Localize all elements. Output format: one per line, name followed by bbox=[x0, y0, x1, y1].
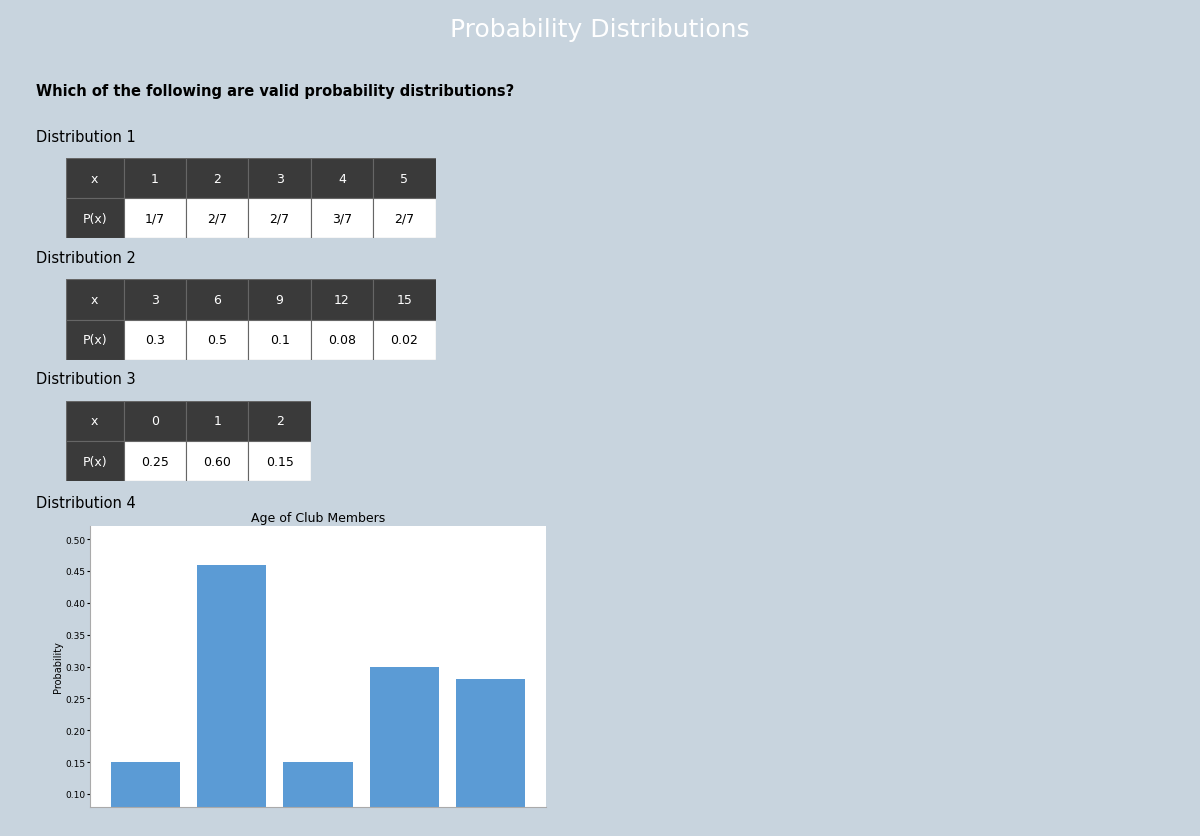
Text: 1: 1 bbox=[151, 172, 158, 186]
Bar bbox=[248, 199, 311, 239]
Bar bbox=[283, 762, 353, 836]
Bar bbox=[248, 401, 311, 441]
Bar bbox=[124, 401, 186, 441]
Text: 2: 2 bbox=[214, 172, 221, 186]
Bar bbox=[311, 159, 373, 199]
Bar bbox=[124, 441, 186, 482]
Bar bbox=[66, 441, 124, 482]
Text: x: x bbox=[91, 415, 98, 428]
Text: 3: 3 bbox=[151, 293, 158, 307]
Bar bbox=[66, 320, 124, 360]
Bar bbox=[66, 280, 124, 320]
Text: P(x): P(x) bbox=[83, 455, 107, 468]
Y-axis label: Probability: Probability bbox=[53, 641, 62, 692]
Text: 0.60: 0.60 bbox=[203, 455, 232, 468]
Bar bbox=[373, 199, 436, 239]
Bar bbox=[197, 565, 266, 836]
Text: 0.5: 0.5 bbox=[208, 334, 227, 347]
Text: 3/7: 3/7 bbox=[332, 212, 352, 226]
Bar bbox=[248, 320, 311, 360]
Bar bbox=[186, 441, 248, 482]
Text: Distribution 2: Distribution 2 bbox=[36, 251, 136, 266]
Text: 0.15: 0.15 bbox=[265, 455, 294, 468]
Bar bbox=[248, 280, 311, 320]
Bar bbox=[186, 159, 248, 199]
Text: 1: 1 bbox=[214, 415, 221, 428]
Bar bbox=[311, 199, 373, 239]
Text: 2/7: 2/7 bbox=[208, 212, 227, 226]
Text: Probability Distributions: Probability Distributions bbox=[450, 18, 750, 42]
Bar bbox=[373, 320, 436, 360]
Text: Distribution 1: Distribution 1 bbox=[36, 130, 136, 145]
Text: 0.1: 0.1 bbox=[270, 334, 289, 347]
Text: 9: 9 bbox=[276, 293, 283, 307]
Text: Distribution 4: Distribution 4 bbox=[36, 495, 136, 510]
Text: x: x bbox=[91, 293, 98, 307]
Bar bbox=[311, 320, 373, 360]
Text: 0.3: 0.3 bbox=[145, 334, 164, 347]
Text: 6: 6 bbox=[214, 293, 221, 307]
Text: 1/7: 1/7 bbox=[145, 212, 164, 226]
Text: 2/7: 2/7 bbox=[395, 212, 414, 226]
Text: Distribution 3: Distribution 3 bbox=[36, 372, 136, 387]
Text: 4: 4 bbox=[338, 172, 346, 186]
Bar bbox=[124, 280, 186, 320]
Bar bbox=[186, 280, 248, 320]
Text: 2: 2 bbox=[276, 415, 283, 428]
Text: 0.02: 0.02 bbox=[390, 334, 419, 347]
Title: Age of Club Members: Age of Club Members bbox=[251, 511, 385, 524]
Bar bbox=[186, 401, 248, 441]
Text: 0: 0 bbox=[151, 415, 158, 428]
Text: 3: 3 bbox=[276, 172, 283, 186]
Text: 0.25: 0.25 bbox=[140, 455, 169, 468]
Bar bbox=[370, 667, 439, 836]
Bar bbox=[66, 199, 124, 239]
Text: x: x bbox=[91, 172, 98, 186]
Bar bbox=[186, 320, 248, 360]
Bar bbox=[248, 159, 311, 199]
Bar bbox=[373, 159, 436, 199]
Text: P(x): P(x) bbox=[83, 212, 107, 226]
Text: 0.08: 0.08 bbox=[328, 334, 356, 347]
Text: 5: 5 bbox=[401, 172, 408, 186]
Bar bbox=[66, 401, 124, 441]
Bar bbox=[456, 680, 526, 836]
Text: 15: 15 bbox=[396, 293, 413, 307]
Bar bbox=[311, 280, 373, 320]
Bar bbox=[248, 441, 311, 482]
Bar bbox=[110, 762, 180, 836]
Bar bbox=[373, 280, 436, 320]
Bar bbox=[124, 199, 186, 239]
Bar bbox=[124, 159, 186, 199]
Text: 2/7: 2/7 bbox=[270, 212, 289, 226]
Bar bbox=[66, 159, 124, 199]
Text: Which of the following are valid probability distributions?: Which of the following are valid probabi… bbox=[36, 84, 515, 99]
Text: 12: 12 bbox=[334, 293, 350, 307]
Bar bbox=[186, 199, 248, 239]
Text: P(x): P(x) bbox=[83, 334, 107, 347]
Bar bbox=[124, 320, 186, 360]
